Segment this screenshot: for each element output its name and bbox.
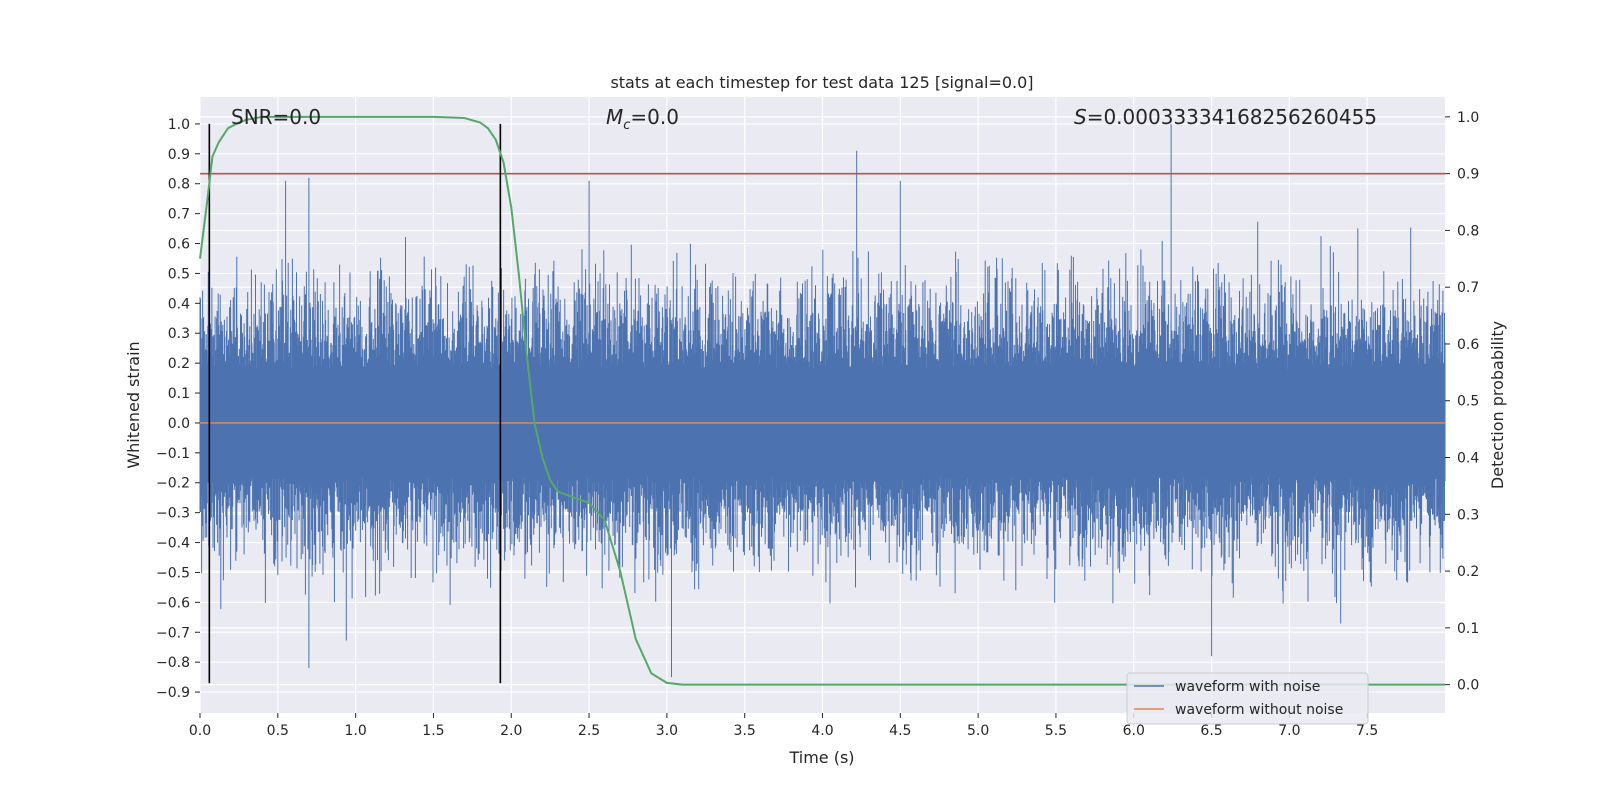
x-tick-label: 3.5 <box>734 723 756 739</box>
y-tick-label: 0.9 <box>168 147 190 163</box>
y-tick-label: 0.5 <box>168 266 190 282</box>
y-tick-label: 0.7 <box>168 207 190 223</box>
y-tick-label: −0.5 <box>156 565 190 581</box>
legend: waveform with noise waveform without noi… <box>1126 672 1369 725</box>
x-tick-label: 5.0 <box>967 723 989 739</box>
y2-tick-label: 0.6 <box>1457 337 1479 353</box>
y-tick-label: 0.2 <box>168 356 190 372</box>
y2-tick-label: 0.9 <box>1457 167 1479 183</box>
y-tick-label: 0.0 <box>168 416 190 432</box>
annotation-mc: Mc=0.0 <box>606 105 679 133</box>
x-axis-label: Time (s) <box>788 748 854 767</box>
y-tick-label: 1.0 <box>168 117 190 133</box>
y2-tick-label: 0.5 <box>1457 394 1479 410</box>
y2-tick-label: 0.3 <box>1457 507 1479 523</box>
x-axis-ticks: 0.0 0.5 1.0 1.5 2.0 2.5 3.0 3.5 4.0 4.5 5.0 5.5 6.0 6… <box>189 713 1378 739</box>
y2-tick-label: 0.1 <box>1457 621 1479 637</box>
y-tick-label: −0.4 <box>156 536 190 552</box>
y-tick-label: 0.1 <box>168 386 190 402</box>
y2-tick-label: 1.0 <box>1457 110 1479 126</box>
x-tick-label: 6.5 <box>1200 723 1222 739</box>
y-axis-label: Whitened strain <box>124 341 143 468</box>
y-tick-label: 0.6 <box>168 237 190 253</box>
x-tick-label: 5.5 <box>1045 723 1067 739</box>
y-axis-ticks: −0.9 −0.8 −0.7 −0.6 −0.5 −0.4 −0.3 −0.2 −0.1 0.0 0… <box>156 117 200 701</box>
y-tick-label: −0.9 <box>156 685 190 701</box>
annotation-s: S=0.00033334168256260455 <box>1074 105 1377 129</box>
y2-tick-label: 0.7 <box>1457 280 1479 296</box>
series-waveform-with-noise <box>199 123 1446 678</box>
x-tick-label: 3.0 <box>656 723 678 739</box>
x-tick-label: 1.0 <box>344 723 366 739</box>
chart-title: stats at each timestep for test data 125… <box>610 73 1033 92</box>
x-tick-label: 0.5 <box>267 723 289 739</box>
series-detection-probability <box>199 115 1445 686</box>
x-tick-label: 0.0 <box>189 723 211 739</box>
y2-tick-label: 0.2 <box>1457 564 1479 580</box>
x-tick-label: 4.0 <box>811 723 833 739</box>
y-tick-label: −0.7 <box>156 625 190 641</box>
x-tick-label: 4.5 <box>889 723 911 739</box>
y-tick-label: −0.1 <box>156 446 190 462</box>
y-tick-label: −0.8 <box>156 655 190 671</box>
legend-box <box>1126 672 1369 725</box>
event-markers <box>208 123 502 684</box>
y-tick-label: −0.6 <box>156 595 190 611</box>
legend-label-clean: waveform without noise <box>1175 702 1343 718</box>
x-tick-label: 2.5 <box>578 723 600 739</box>
y-tick-label: 0.3 <box>168 326 190 342</box>
y-tick-label: −0.2 <box>156 476 190 492</box>
annotation-snr: SNR=0.0 <box>231 105 321 129</box>
y2-tick-label: 0.4 <box>1457 451 1479 467</box>
x-tick-label: 7.5 <box>1356 723 1378 739</box>
x-tick-label: 7.0 <box>1278 723 1300 739</box>
legend-label-noise: waveform with noise <box>1175 679 1320 695</box>
y-tick-label: −0.3 <box>156 506 190 522</box>
x-tick-label: 2.0 <box>500 723 522 739</box>
x-tick-label: 6.0 <box>1123 723 1145 739</box>
y2-axis-label: Detection probability <box>1488 321 1507 489</box>
y2-axis-ticks: 0.0 0.1 0.2 0.3 0.4 0.5 0.6 0.7 0.8 0.9 1.0 <box>1445 110 1479 694</box>
y-tick-label: 0.8 <box>168 177 190 193</box>
noise-trace <box>199 123 1446 678</box>
y2-tick-label: 0.8 <box>1457 223 1479 239</box>
y2-tick-label: 0.0 <box>1457 678 1479 694</box>
x-tick-label: 1.5 <box>422 723 444 739</box>
y-tick-label: 0.4 <box>168 296 190 312</box>
